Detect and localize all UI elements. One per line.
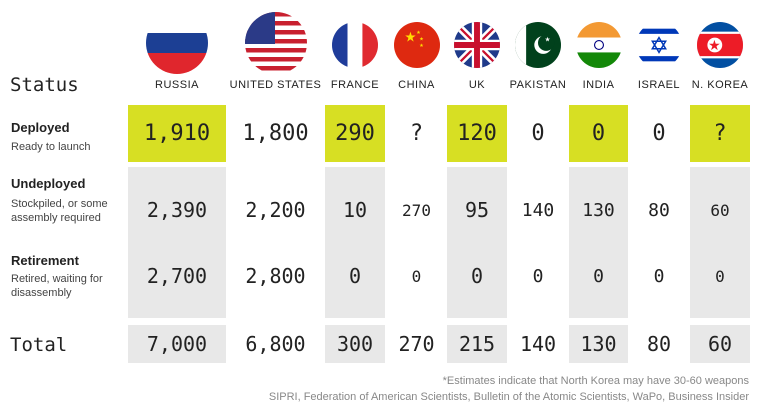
column-background — [325, 167, 385, 318]
undeployed-cell: 80 — [648, 199, 670, 221]
total-cell: 270 — [388, 325, 445, 363]
svg-text:★: ★ — [404, 29, 416, 44]
retirement-cell: 0 — [593, 265, 604, 287]
deployed-cell: 0 — [569, 105, 628, 162]
row-sub-retirement: Retired, waiting for disassembly — [11, 273, 103, 299]
undeployed-cell: 60 — [710, 200, 730, 220]
sources: SIPRI, Federation of American Scientists… — [268, 391, 749, 403]
retirement-cell: 0 — [653, 265, 665, 287]
israel-flag-icon — [636, 22, 682, 68]
retirement-cell: 2,800 — [245, 264, 306, 288]
column-background — [388, 167, 445, 318]
deployed-cell: 1,800 — [228, 105, 323, 162]
country-name: UK — [468, 79, 486, 91]
north-korea-flag-icon: ★ — [697, 22, 743, 68]
pakistan-flag-icon: ★ — [515, 22, 561, 68]
country-name: RUSSIA — [155, 79, 199, 91]
svg-text:★: ★ — [419, 43, 424, 49]
row-sub-undeployed: Stockpiled, or some assembly required — [11, 198, 108, 224]
total-cell: 80 — [630, 325, 688, 363]
retirement-cell: 0 — [348, 264, 362, 288]
column-background — [228, 167, 323, 318]
total-cell: 300 — [325, 325, 385, 363]
column-background — [630, 167, 688, 318]
country-name: INDIA — [582, 79, 615, 91]
undeployed-cell: 270 — [402, 200, 431, 220]
deployed-cell: ? — [388, 105, 445, 162]
row-sub-deployed: Ready to launch — [11, 141, 91, 153]
country-name: N. KOREA — [691, 79, 749, 91]
france-flag-icon — [332, 22, 378, 68]
column-background — [128, 167, 226, 318]
uk-flag-icon — [454, 22, 500, 68]
india-flag-icon — [575, 22, 622, 68]
country-name: UNITED STATES — [229, 79, 322, 91]
column-background — [509, 167, 567, 318]
deployed-cell: 0 — [509, 105, 567, 162]
svg-text:★: ★ — [545, 35, 551, 43]
total-cell: 140 — [509, 325, 567, 363]
column-background — [569, 167, 628, 318]
deployed-cell: 290 — [325, 105, 385, 162]
footnote: *Estimates indicate that North Korea may… — [442, 375, 749, 387]
undeployed-cell: 2,200 — [245, 198, 306, 222]
deployed-cell: 120 — [447, 105, 507, 162]
deployed-cell: ? — [690, 105, 750, 162]
deployed-cell: 0 — [630, 105, 688, 162]
retirement-cell: 0 — [532, 265, 544, 287]
russia-flag-icon — [146, 12, 208, 74]
china-flag-icon: ★ ★ ★ ★ — [393, 22, 440, 68]
country-name: PAKISTAN — [509, 79, 567, 91]
usa-flag-icon — [244, 12, 307, 74]
retirement-cell: 2,700 — [146, 264, 208, 288]
svg-text:★: ★ — [416, 30, 421, 36]
column-background — [447, 167, 507, 318]
column-background — [690, 167, 750, 318]
country-name: ISRAEL — [637, 79, 681, 91]
retirement-cell: 0 — [715, 266, 725, 286]
total-cell: 6,800 — [228, 325, 323, 363]
undeployed-cell: 95 — [464, 198, 490, 222]
retirement-cell: 0 — [470, 264, 484, 288]
row-label-undeployed: Undeployed — [11, 176, 86, 191]
total-cell: 215 — [447, 325, 507, 363]
row-label-deployed: Deployed — [11, 120, 70, 135]
country-name: FRANCE — [330, 79, 380, 91]
status-heading: Status — [10, 74, 79, 96]
undeployed-cell: 130 — [582, 199, 615, 221]
total-heading: Total — [10, 334, 68, 356]
total-cell: 60 — [690, 325, 750, 363]
undeployed-cell: 10 — [342, 198, 368, 222]
svg-text:★: ★ — [708, 37, 721, 53]
undeployed-cell: 2,390 — [146, 198, 208, 222]
deployed-cell: 1,910 — [128, 105, 226, 162]
total-cell: 130 — [569, 325, 628, 363]
undeployed-cell: 140 — [521, 199, 555, 221]
svg-text:★: ★ — [419, 37, 424, 43]
country-name: CHINA — [398, 79, 435, 91]
row-label-retirement: Retirement — [11, 253, 79, 268]
total-cell: 7,000 — [128, 325, 226, 363]
retirement-cell: 0 — [411, 266, 422, 286]
